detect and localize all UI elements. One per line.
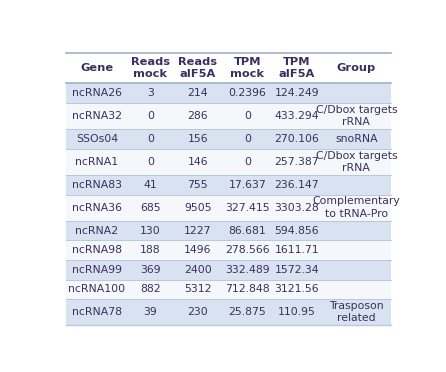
Bar: [66, 175, 391, 195]
Text: 0: 0: [244, 111, 251, 121]
Text: SSOs04: SSOs04: [76, 134, 118, 144]
Text: TPM
aIF5A: TPM aIF5A: [279, 57, 315, 80]
Text: 1227: 1227: [184, 225, 211, 235]
Bar: [66, 299, 391, 326]
Bar: [223, 53, 272, 83]
Text: 278.566: 278.566: [225, 245, 270, 255]
Text: ncRNA78: ncRNA78: [72, 307, 122, 317]
Text: 0: 0: [244, 157, 251, 167]
Text: Complementary
to tRNA-Pro: Complementary to tRNA-Pro: [313, 196, 400, 219]
Text: 214: 214: [188, 88, 208, 98]
Text: ncRNA99: ncRNA99: [72, 265, 122, 275]
Bar: [66, 149, 391, 175]
Text: 0.2396: 0.2396: [228, 88, 266, 98]
Text: 594.856: 594.856: [275, 225, 319, 235]
Text: snoRNA: snoRNA: [335, 134, 378, 144]
Text: 188: 188: [140, 245, 161, 255]
Text: 39: 39: [144, 307, 157, 317]
Text: 230: 230: [187, 307, 208, 317]
Text: ncRNA2: ncRNA2: [75, 225, 118, 235]
Text: 332.489: 332.489: [225, 265, 270, 275]
Text: ncRNA1: ncRNA1: [75, 157, 118, 167]
Text: 3303.28: 3303.28: [275, 203, 319, 213]
Text: 9505: 9505: [184, 203, 212, 213]
Text: TPM
mock: TPM mock: [231, 57, 264, 80]
Text: 2400: 2400: [184, 265, 212, 275]
Text: 257.387: 257.387: [275, 157, 319, 167]
Text: 1611.71: 1611.71: [275, 245, 319, 255]
Text: ncRNA100: ncRNA100: [68, 284, 125, 294]
Text: 1496: 1496: [184, 245, 211, 255]
Text: Trasposon
related: Trasposon related: [329, 301, 384, 323]
Bar: [66, 129, 391, 149]
Text: 3121.56: 3121.56: [275, 284, 319, 294]
Bar: [66, 195, 391, 221]
Text: 86.681: 86.681: [228, 225, 266, 235]
Bar: [128, 53, 173, 83]
Text: ncRNA36: ncRNA36: [72, 203, 122, 213]
Bar: [66, 53, 128, 83]
Text: 882: 882: [140, 284, 161, 294]
Text: 755: 755: [188, 180, 208, 190]
Text: 236.147: 236.147: [275, 180, 319, 190]
Text: 0: 0: [147, 134, 154, 144]
Text: ncRNA26: ncRNA26: [72, 88, 122, 98]
Text: 156: 156: [188, 134, 208, 144]
Text: 327.415: 327.415: [225, 203, 270, 213]
Text: 17.637: 17.637: [228, 180, 266, 190]
Text: C/Dbox targets
rRNA: C/Dbox targets rRNA: [316, 105, 397, 127]
Text: 124.249: 124.249: [275, 88, 319, 98]
Text: 110.95: 110.95: [278, 307, 316, 317]
Text: 41: 41: [144, 180, 157, 190]
Text: 5312: 5312: [184, 284, 211, 294]
Text: 433.294: 433.294: [275, 111, 319, 121]
Text: 25.875: 25.875: [228, 307, 266, 317]
Text: 146: 146: [188, 157, 208, 167]
Bar: [66, 83, 391, 103]
Text: 1572.34: 1572.34: [275, 265, 319, 275]
Text: ncRNA83: ncRNA83: [72, 180, 122, 190]
Bar: [66, 103, 391, 129]
Bar: [322, 53, 391, 83]
Text: 0: 0: [147, 157, 154, 167]
Text: 0: 0: [244, 134, 251, 144]
Bar: [66, 240, 391, 260]
Text: Reads
mock: Reads mock: [131, 57, 170, 80]
Text: 3: 3: [147, 88, 154, 98]
Text: 712.848: 712.848: [225, 284, 270, 294]
Text: 685: 685: [140, 203, 161, 213]
Text: ncRNA32: ncRNA32: [72, 111, 122, 121]
Bar: [66, 279, 391, 299]
Bar: [173, 53, 223, 83]
Text: 286: 286: [188, 111, 208, 121]
Text: Reads
aIF5A: Reads aIF5A: [178, 57, 217, 80]
Text: ncRNA98: ncRNA98: [72, 245, 122, 255]
Text: Gene: Gene: [80, 63, 113, 73]
Bar: [66, 221, 391, 240]
Text: 0: 0: [147, 111, 154, 121]
Text: 270.106: 270.106: [274, 134, 319, 144]
Text: 130: 130: [140, 225, 161, 235]
Text: 369: 369: [140, 265, 161, 275]
Text: C/Dbox targets
rRNA: C/Dbox targets rRNA: [316, 151, 397, 173]
Bar: [66, 260, 391, 279]
Text: Group: Group: [337, 63, 376, 73]
Bar: [272, 53, 322, 83]
